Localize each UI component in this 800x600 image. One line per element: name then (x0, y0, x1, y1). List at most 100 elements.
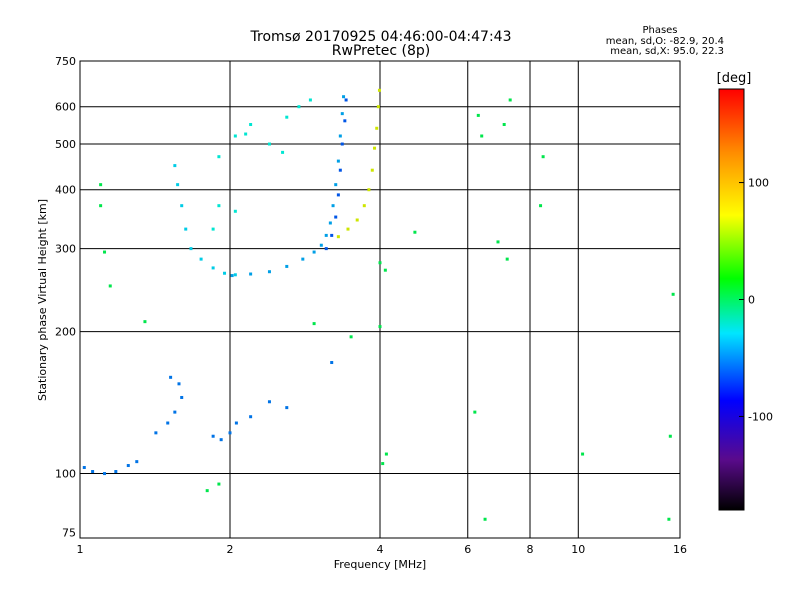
y-tick-label: 500 (55, 138, 76, 151)
data-point (378, 261, 382, 265)
data-point (375, 126, 379, 130)
data-point (668, 434, 672, 438)
data-point (219, 438, 223, 442)
series-group (173, 164, 237, 277)
data-point (99, 183, 103, 187)
data-point (319, 243, 323, 247)
grid-lines (80, 61, 680, 538)
data-point (381, 462, 385, 466)
data-point (376, 105, 380, 109)
data-point (336, 235, 340, 239)
data-point (135, 460, 139, 464)
data-point (217, 155, 221, 159)
data-point (99, 204, 103, 208)
data-point (211, 266, 215, 270)
data-point (199, 257, 203, 261)
x-axis-label: Frequency [MHz] (334, 558, 426, 571)
data-point (496, 240, 500, 244)
data-point (301, 257, 305, 261)
data-point (334, 215, 338, 219)
data-point (330, 361, 334, 365)
data-point (340, 112, 344, 116)
data-point (249, 272, 253, 276)
data-point (91, 470, 95, 474)
data-point (233, 209, 237, 213)
plot-frame (79, 60, 681, 539)
data-point (108, 284, 112, 288)
x-tick-label: 8 (527, 543, 534, 556)
colorbar-tick-label: -100 (748, 410, 773, 423)
x-tick-labels: 1 2 4 6 8 10 16 (77, 543, 688, 556)
phases-heading: Phases (642, 25, 677, 36)
data-point (143, 320, 147, 324)
data-point (103, 250, 107, 254)
x-tick-label: 16 (673, 543, 687, 556)
data-point (173, 410, 177, 414)
data-point (249, 415, 253, 419)
y-tick-label: 100 (55, 468, 76, 481)
data-point (177, 382, 181, 386)
data-point (285, 115, 289, 119)
data-point (671, 292, 675, 296)
data-point (377, 88, 381, 92)
data-point (180, 204, 184, 208)
data-point (413, 230, 417, 234)
data-point (508, 98, 512, 102)
data-point (267, 270, 271, 274)
data-point (176, 183, 180, 187)
data-point (114, 470, 118, 474)
data-point (581, 452, 585, 456)
series-group (82, 361, 334, 476)
data-point (285, 264, 289, 268)
data-point (211, 227, 215, 231)
data-point (281, 150, 285, 154)
data-point (343, 119, 347, 123)
x-tick-label: 1 (77, 543, 84, 556)
data-point (324, 233, 328, 237)
data-point (349, 335, 353, 339)
data-point (338, 168, 342, 172)
colorbar-ticks: 100 0 -100 (739, 177, 773, 423)
data-point (82, 466, 86, 470)
data-point (249, 123, 253, 127)
data-point (342, 95, 346, 99)
chart-subtitle: RwPretec (8p) (332, 43, 430, 59)
data-point (373, 146, 377, 150)
data-point (667, 517, 671, 521)
data-point (505, 257, 509, 261)
data-point (211, 434, 215, 438)
data-point (384, 452, 388, 456)
data-point (378, 325, 382, 329)
data-point (336, 193, 340, 197)
data-point (334, 183, 338, 187)
y-axis-label: Stationary phase Virtual Height [km] (36, 199, 49, 401)
data-point (367, 188, 371, 192)
y-tick-label: 600 (55, 101, 76, 114)
x-tick-label: 4 (377, 543, 384, 556)
data-point (355, 218, 359, 222)
data-point (330, 233, 334, 237)
colorbar-label: [deg] (717, 71, 752, 86)
data-point (312, 322, 316, 326)
data-points (82, 88, 675, 521)
y-tick-label: 200 (55, 326, 76, 339)
data-point (502, 123, 506, 127)
data-point (480, 134, 484, 138)
data-point (541, 155, 545, 159)
data-point (154, 431, 158, 435)
data-point (362, 204, 366, 208)
y-tick-label: 750 (55, 55, 76, 68)
data-point (228, 431, 232, 435)
data-point (344, 98, 348, 102)
data-point (230, 274, 234, 278)
data-point (285, 406, 289, 410)
series-group (99, 98, 675, 521)
phases-mean-x: mean, sd,X: 95.0, 22.3 (610, 46, 724, 57)
data-point (331, 204, 335, 208)
x-tick-label: 2 (227, 543, 234, 556)
y-tick-labels: 75 100 200 300 400 500 600 750 (55, 55, 76, 539)
y-tick-label: 400 (55, 184, 76, 197)
data-point (338, 134, 342, 138)
data-point (217, 482, 221, 486)
series-group (324, 98, 348, 251)
